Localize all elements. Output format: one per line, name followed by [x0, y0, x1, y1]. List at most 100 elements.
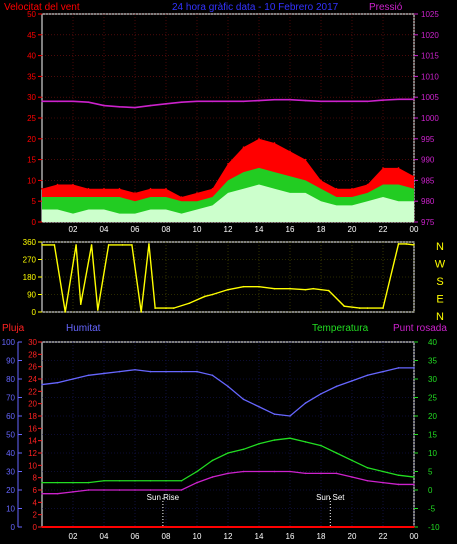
- pressure-point: [103, 104, 105, 107]
- panel3-x-tick-label: 00: [410, 532, 419, 541]
- temperature-point: [351, 459, 353, 462]
- panel1-left-tick-label: 15: [27, 156, 36, 165]
- wind-gust-point: [289, 150, 291, 153]
- wind-direction-point: [273, 287, 276, 290]
- humidity-tick-label: 0: [11, 523, 16, 532]
- pressure-point: [397, 98, 400, 101]
- temperature-point: [56, 481, 59, 484]
- panel2-left-tick-label: 0: [32, 308, 37, 317]
- humidity-point: [397, 367, 400, 369]
- temperature-point: [320, 444, 322, 447]
- sun-marker-label: Sun Rise: [147, 493, 180, 502]
- panel3-x-tick-label: 10: [193, 532, 202, 541]
- panel3-x-tick-label: 12: [224, 532, 233, 541]
- rain-tick-label: 14: [28, 437, 37, 446]
- dewpoint-point: [273, 470, 276, 473]
- wind-direction-point: [53, 244, 56, 246]
- temperature-tick-label: 35: [428, 357, 437, 366]
- wind-direction-point: [148, 243, 150, 245]
- wind-direction-point: [188, 302, 191, 305]
- wind-gust-point: [273, 142, 276, 144]
- dewpoint-point: [165, 489, 167, 491]
- pressure-point: [289, 98, 291, 101]
- humidity-point: [227, 385, 229, 388]
- panel2-left-tick-label: 180: [23, 273, 37, 282]
- rain-tick-label: 10: [28, 461, 37, 470]
- temperature-point: [118, 479, 121, 482]
- temperature-tick-label: -5: [428, 505, 436, 514]
- panel1-x-tick-label: 00: [410, 225, 419, 234]
- humidity-tick-label: 30: [6, 468, 15, 477]
- dewpoint-point: [227, 472, 229, 475]
- dewpoint-point: [180, 489, 183, 491]
- pressure-point: [149, 104, 152, 107]
- pressure-point: [273, 98, 276, 101]
- wind-direction-point: [258, 285, 260, 288]
- panel3-x-tick-label: 04: [100, 532, 109, 541]
- panel1-left-tick-label: 0: [32, 218, 37, 227]
- pressure-point: [227, 100, 229, 103]
- panel3-x-tick-label: 22: [379, 532, 388, 541]
- compass-label: E: [436, 294, 443, 306]
- chart-date-title: 24 hora gràfic data - 10 Febrero 2017: [172, 2, 339, 13]
- wind-direction-point: [211, 293, 214, 296]
- wind-direction-point: [79, 303, 82, 306]
- panel1-right-tick-label: 1005: [421, 93, 439, 102]
- humidity-tick-label: 100: [2, 338, 16, 347]
- panel2-left-tick-label: 90: [27, 291, 36, 300]
- dewpoint-point: [413, 483, 415, 486]
- temperature-point: [227, 452, 229, 454]
- panel3-x-tick-label: 06: [131, 532, 140, 541]
- humidity-point: [196, 370, 198, 373]
- pressure-point: [258, 99, 260, 102]
- panel1-right-tick-label: 1010: [421, 72, 439, 81]
- dewpoint-point: [134, 489, 136, 491]
- wind-direction-point: [366, 307, 369, 309]
- pressure-point: [413, 98, 415, 101]
- wind-gust-point: [382, 167, 384, 169]
- panel1-left-tick-label: 5: [32, 197, 37, 206]
- pressure-point: [366, 100, 369, 103]
- panel1-x-tick-label: 16: [286, 225, 295, 234]
- compass-label: N: [436, 241, 444, 253]
- humidity-point: [273, 413, 276, 415]
- pressure-point: [196, 100, 198, 103]
- panel1-x-tick-label: 04: [100, 225, 109, 234]
- panel1-left-tick-label: 25: [27, 114, 36, 123]
- pressure-point: [211, 100, 214, 103]
- humidity-point: [242, 398, 245, 401]
- wind-low-area: [42, 184, 414, 222]
- panel1-right-tick-label: 990: [421, 156, 435, 165]
- wind-gust-point: [351, 187, 353, 190]
- temperature-point: [103, 479, 105, 482]
- wind-direction-point: [397, 243, 400, 245]
- pressure-point: [87, 101, 90, 103]
- panel3-x-tick-label: 20: [348, 532, 357, 541]
- rain-tick-label: 2: [33, 511, 38, 520]
- wind-gust-point: [211, 187, 214, 190]
- panel1-left-tick-label: 50: [27, 10, 36, 19]
- dewpoint-point: [242, 470, 245, 473]
- pressure-point: [180, 101, 183, 103]
- wind-gust-point: [87, 187, 90, 190]
- wind-direction-point: [413, 244, 415, 246]
- temperature-tick-label: 20: [428, 412, 437, 421]
- humidity-tick-label: 90: [6, 357, 15, 366]
- rain-tick-label: 20: [28, 400, 37, 409]
- humidity-point: [258, 405, 260, 408]
- wind-direction-point: [41, 244, 43, 246]
- panel3-x-tick-label: 16: [286, 532, 295, 541]
- dewpoint-point: [320, 472, 322, 475]
- temperature-point: [258, 442, 260, 445]
- wind-direction-point: [107, 244, 110, 246]
- temperature-tick-label: 0: [428, 486, 433, 495]
- panel1-right-tick-label: 995: [421, 135, 435, 144]
- pressure-point: [56, 100, 59, 103]
- humidity-tick-label: 80: [6, 375, 15, 384]
- panel2-left-tick-label: 270: [23, 256, 37, 265]
- temperature-tick-label: 10: [428, 449, 437, 458]
- panel1-x-tick-label: 12: [224, 225, 233, 234]
- panel1-x-tick-label: 06: [131, 225, 140, 234]
